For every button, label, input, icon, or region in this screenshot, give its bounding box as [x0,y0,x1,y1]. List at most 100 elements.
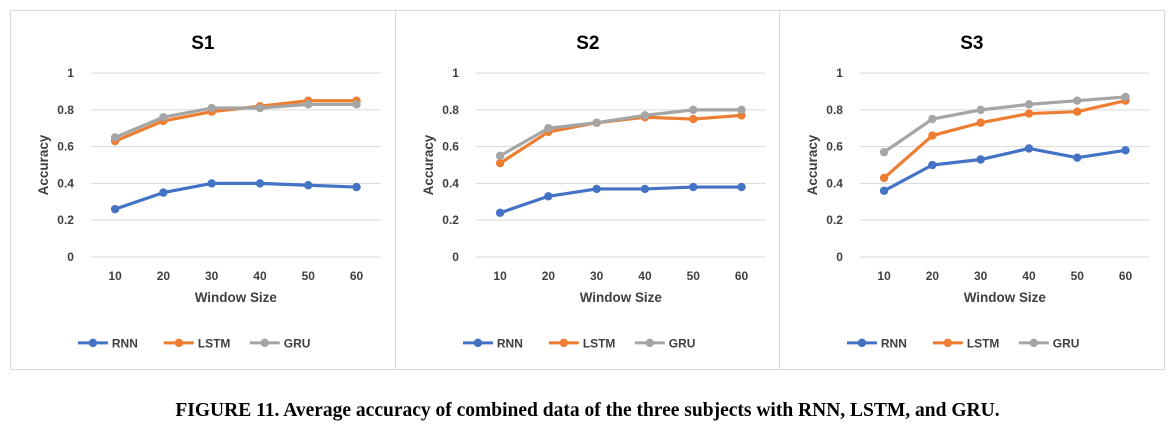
point-rnn [1073,153,1082,162]
point-gru [207,103,216,113]
legend-swatch-marker [645,338,654,348]
x-tick-label: 40 [253,269,267,283]
x-tick-label: 30 [974,269,988,283]
chart-title: S2 [576,33,599,54]
legend-swatch-marker [174,338,184,348]
legend-label-rnn: RNN [497,336,523,350]
x-tick-label: 30 [590,269,604,283]
x-tick-label: 60 [350,269,364,283]
chart-title: S1 [191,33,215,54]
series-line-rnn [498,185,743,215]
point-rnn [592,184,601,194]
point-gru [352,100,361,109]
x-axis-label: Window Size [195,290,278,305]
point-gru [1025,100,1034,109]
y-tick-label: 1 [837,66,844,80]
y-tick-label: 0.6 [57,140,74,154]
series-line-gru [882,95,1128,154]
x-tick-label: 50 [686,269,700,283]
y-tick-label: 0.2 [442,213,459,227]
point-rnn [352,182,361,192]
y-tick-label: 0.4 [827,176,844,190]
x-tick-label: 10 [878,269,892,283]
legend-swatch-marker [88,338,98,348]
y-tick-label: 0.4 [57,176,74,190]
y-tick-label: 0.2 [827,213,844,227]
series-line-gru [113,102,359,140]
y-axis-label: Accuracy [421,134,436,195]
y-tick-label: 1 [452,66,459,80]
legend-swatch-marker [944,338,953,348]
point-gru [928,114,937,124]
point-gru [495,151,504,161]
series-line-lstm [882,99,1128,180]
y-axis-label: Accuracy [805,134,820,195]
x-axis-label: Window Size [579,290,662,305]
point-rnn [737,182,746,192]
point-lstm [928,131,937,140]
legend-label-rnn: RNN [881,336,907,350]
point-gru [543,124,553,133]
y-tick-label: 0.6 [827,140,844,154]
chart-title: S3 [961,33,984,54]
x-tick-label: 10 [493,269,507,283]
legend-label-gru: GRU [1053,336,1080,350]
x-axis-label: Window Size [964,290,1047,305]
y-tick-label: 0 [837,250,844,264]
x-tick-label: 40 [638,269,652,283]
legend-label-lstm: LSTM [583,336,616,350]
series-line-rnn [882,146,1128,193]
point-rnn [255,179,265,188]
point-gru [110,133,120,142]
x-tick-label: 30 [205,269,219,283]
x-tick-label: 60 [1119,269,1133,283]
figure-panels: S1 0 0.2 0.4 0.6 0.8 1 10 20 30 40 50 60 Window Size A… [10,10,1165,370]
point-gru [640,111,649,120]
legend-label-lstm: LSTM [198,336,231,350]
point-gru [688,105,698,115]
point-rnn [640,184,649,194]
point-lstm [880,173,889,183]
point-gru [304,100,313,109]
y-tick-label: 0.8 [57,103,74,117]
point-lstm [495,158,504,168]
point-gru [159,113,168,122]
chart-s2: S2 0 0.2 0.4 0.6 0.8 1 10 20 30 40 50 60 Window Size A… [421,33,766,350]
y-tick-label: 0.4 [442,176,459,190]
point-gru [976,105,986,115]
point-gru [1073,96,1082,105]
point-rnn [976,155,986,164]
series-line-lstm [498,113,743,165]
y-tick-label: 0.8 [827,103,844,117]
point-rnn [207,179,216,188]
legend-label-gru: GRU [284,336,311,350]
x-tick-label: 20 [926,269,940,283]
point-rnn [688,182,698,192]
y-tick-label: 0.6 [442,140,459,154]
legend-label-lstm: LSTM [967,336,1000,350]
x-tick-label: 20 [157,269,171,283]
figure-caption: FIGURE 11. Average accuracy of combined … [175,400,1000,421]
y-tick-label: 0.2 [57,213,74,227]
point-rnn [1121,146,1131,155]
point-gru [1121,92,1131,102]
point-lstm [1025,109,1034,118]
point-rnn [110,204,120,214]
x-tick-label: 20 [541,269,555,283]
legend-swatch-marker [260,338,269,348]
legend-swatch-marker [473,338,482,348]
x-tick-label: 60 [735,269,749,283]
y-tick-label: 0.8 [442,103,459,117]
point-lstm [1073,107,1082,116]
chart-panel-s3: S3 0 0.2 0.4 0.6 0.8 1 10 20 30 40 50 60 Window Size A… [779,11,1164,369]
point-rnn [543,192,553,201]
y-tick-label: 0 [452,250,459,264]
legend-swatch-marker [559,338,568,348]
chart-panel-s1: S1 0 0.2 0.4 0.6 0.8 1 10 20 30 40 50 60 Window Size A… [11,11,395,369]
chart-s3: S3 0 0.2 0.4 0.6 0.8 1 10 20 30 40 50 60 Window Size A… [805,33,1151,350]
x-tick-label: 40 [1023,269,1037,283]
legend-label-gru: GRU [668,336,695,350]
point-gru [592,118,601,127]
point-lstm [688,114,698,124]
x-tick-label: 50 [302,269,316,283]
